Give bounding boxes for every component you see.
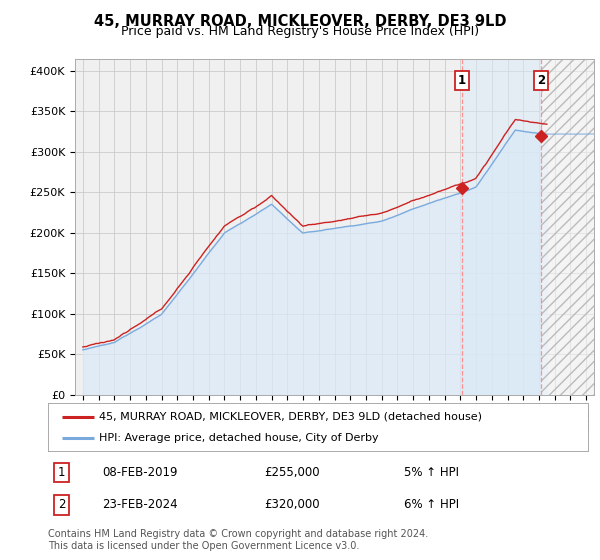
Text: Contains HM Land Registry data © Crown copyright and database right 2024.
This d: Contains HM Land Registry data © Crown c…	[48, 529, 428, 551]
Bar	[541, 59, 594, 395]
Text: 08-FEB-2019: 08-FEB-2019	[102, 466, 178, 479]
Text: 23-FEB-2024: 23-FEB-2024	[102, 498, 178, 511]
Text: 2: 2	[537, 74, 545, 87]
Text: Price paid vs. HM Land Registry's House Price Index (HPI): Price paid vs. HM Land Registry's House …	[121, 25, 479, 38]
Text: 5% ↑ HPI: 5% ↑ HPI	[404, 466, 460, 479]
Text: 45, MURRAY ROAD, MICKLEOVER, DERBY, DE3 9LD (detached house): 45, MURRAY ROAD, MICKLEOVER, DERBY, DE3 …	[100, 412, 482, 422]
Text: 1: 1	[58, 466, 65, 479]
Text: 1: 1	[458, 74, 466, 87]
Text: £255,000: £255,000	[264, 466, 320, 479]
Text: 2: 2	[58, 498, 65, 511]
Text: £320,000: £320,000	[264, 498, 320, 511]
Text: 45, MURRAY ROAD, MICKLEOVER, DERBY, DE3 9LD: 45, MURRAY ROAD, MICKLEOVER, DERBY, DE3 …	[94, 14, 506, 29]
Bar	[541, 59, 594, 395]
Text: 6% ↑ HPI: 6% ↑ HPI	[404, 498, 460, 511]
Text: HPI: Average price, detached house, City of Derby: HPI: Average price, detached house, City…	[100, 433, 379, 444]
